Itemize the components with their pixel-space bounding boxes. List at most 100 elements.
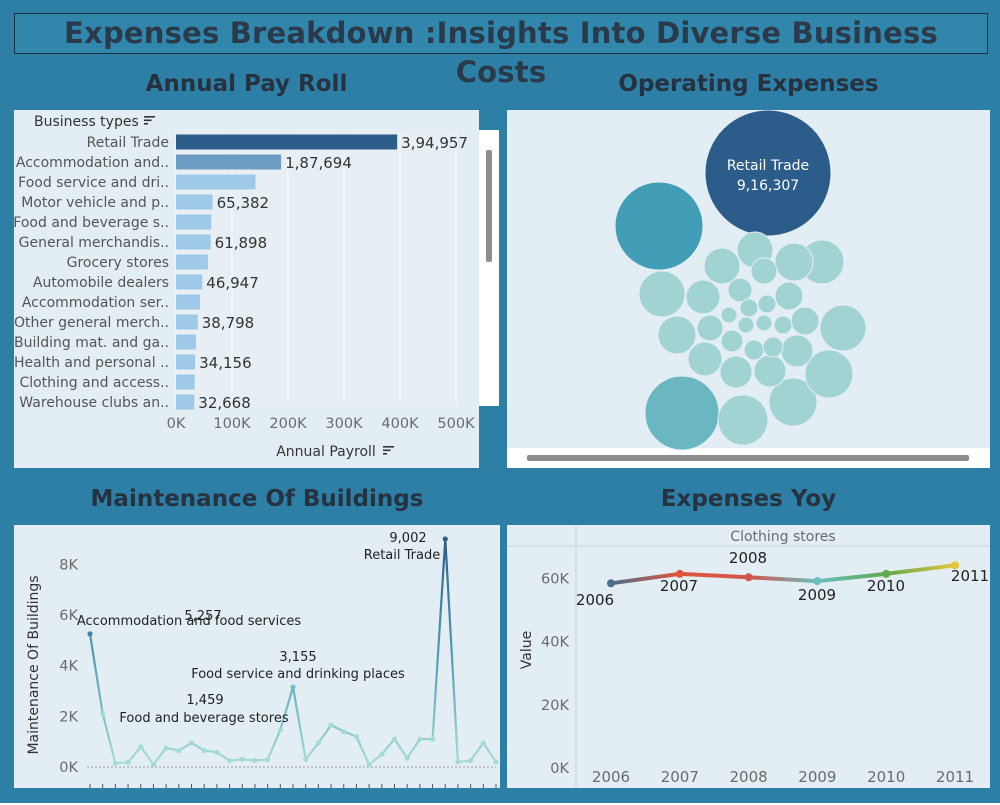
yoy-panel: Clothing stores 0K 20K 40K 60K Value 2006 2006 2… bbox=[507, 525, 990, 788]
maint-point bbox=[328, 722, 334, 728]
sort-icon-line bbox=[144, 116, 155, 118]
payroll-category-label: General merchandis.. bbox=[19, 235, 169, 251]
expense-bubble bbox=[727, 277, 753, 303]
expense-bubble bbox=[780, 334, 814, 368]
payroll-x-axis-label: Annual Payroll bbox=[276, 444, 376, 460]
maint-point bbox=[87, 631, 93, 637]
payroll-category-label: Automobile dealers bbox=[33, 275, 169, 291]
maint-annotation-value: 1,459 bbox=[186, 693, 223, 708]
payroll-value-label: 38,798 bbox=[202, 314, 255, 332]
operating-panel: Retail Trade 9,16,307 bbox=[507, 110, 990, 468]
yoy-panel-header: Clothing stores bbox=[730, 529, 835, 545]
operating-chart: Retail Trade 9,16,307 bbox=[507, 110, 990, 468]
maint-point bbox=[176, 747, 182, 754]
payroll-bar bbox=[176, 314, 198, 330]
expense-bubble bbox=[614, 181, 704, 271]
payroll-scrollbar[interactable] bbox=[479, 130, 499, 406]
maint-point bbox=[417, 736, 423, 742]
maint-point bbox=[493, 759, 499, 765]
payroll-chart: 0K 100K 200K 300K 400K 500K Business types Annu… bbox=[14, 114, 475, 460]
maint-point bbox=[429, 736, 436, 742]
expense-bubble bbox=[762, 336, 784, 358]
yoy-y-tick-label: 0K bbox=[550, 761, 569, 777]
yoy-point bbox=[744, 573, 753, 582]
expense-bubble bbox=[757, 294, 777, 314]
maint-point bbox=[404, 755, 410, 761]
maint-point bbox=[455, 759, 461, 765]
payroll-bar bbox=[176, 134, 398, 150]
payroll-category-label: Accommodation ser.. bbox=[22, 295, 169, 311]
maintenance-chart: 0K 2K 4K 6K 8K Maintenance Of Buildings 5,257A… bbox=[26, 531, 499, 788]
expense-bubble bbox=[739, 298, 759, 318]
maint-point bbox=[468, 758, 474, 764]
bubble-value-label: 9,16,307 bbox=[737, 178, 799, 194]
expense-bubble bbox=[719, 355, 753, 389]
payroll-value-label: 32,668 bbox=[198, 394, 251, 412]
maint-annotation-label: Food and beverage stores bbox=[119, 711, 288, 726]
expense-bubble bbox=[696, 314, 724, 342]
yoy-point-label: 2010 bbox=[867, 577, 905, 595]
yoy-line-segment bbox=[609, 571, 682, 586]
payroll-category-label: Other general merch.. bbox=[14, 315, 169, 331]
payroll-category-label: Grocery stores bbox=[67, 255, 169, 271]
payroll-bar bbox=[176, 234, 211, 250]
maint-y-tick-label: 8K bbox=[59, 557, 78, 573]
maint-point bbox=[290, 684, 296, 690]
maint-point bbox=[277, 727, 283, 733]
maint-point bbox=[214, 749, 220, 755]
yoy-point bbox=[607, 579, 615, 588]
payroll-x-tick-label: 0K bbox=[167, 416, 186, 432]
payroll-value-label: 65,382 bbox=[217, 194, 270, 212]
yoy-x-tick-label: 2008 bbox=[730, 768, 768, 786]
sort-icon bbox=[383, 446, 394, 455]
yoy-point-label: 2009 bbox=[798, 586, 836, 604]
maint-point bbox=[226, 758, 233, 764]
retail-trade-bubble bbox=[704, 110, 832, 237]
yoy-x-tick-label: 2006 bbox=[592, 768, 630, 786]
sort-icon-line bbox=[144, 123, 148, 125]
maint-point bbox=[112, 760, 118, 766]
sort-icon-line bbox=[383, 449, 391, 452]
maint-annotation-label: Retail Trade bbox=[364, 548, 440, 563]
expense-bubble bbox=[819, 304, 867, 352]
payroll-scroll-thumb[interactable] bbox=[486, 150, 492, 262]
yoy-point-label: 2011 bbox=[951, 567, 989, 585]
maint-point bbox=[303, 756, 309, 763]
expense-bubble bbox=[773, 315, 793, 335]
payroll-x-tick-label: 300K bbox=[325, 416, 363, 432]
yoy-point bbox=[675, 569, 684, 578]
maint-point bbox=[100, 711, 106, 717]
payroll-row-header: Business types bbox=[34, 114, 139, 130]
sort-icon bbox=[144, 116, 155, 125]
expense-bubble bbox=[774, 242, 814, 282]
payroll-bar bbox=[176, 394, 195, 410]
yoy-point bbox=[813, 577, 822, 586]
expense-bubble bbox=[753, 354, 787, 388]
maint-annotation-value: 3,155 bbox=[279, 650, 316, 665]
maint-y-tick-label: 4K bbox=[59, 659, 78, 675]
payroll-value-label: 1,87,694 bbox=[285, 154, 352, 172]
payroll-panel: 0K 100K 200K 300K 400K 500K Business types Annu… bbox=[14, 110, 499, 468]
payroll-x-tick-label: 400K bbox=[381, 416, 419, 432]
maint-annotation-label: Accommodation and food services bbox=[77, 614, 301, 629]
sort-icon-line bbox=[383, 446, 394, 448]
payroll-category-label: Health and personal .. bbox=[14, 355, 169, 371]
payroll-bar bbox=[176, 274, 203, 290]
payroll-category-label: Accommodation and.. bbox=[16, 155, 169, 171]
yoy-point-label: 2006 bbox=[576, 591, 614, 609]
maint-y-tick-label: 6K bbox=[59, 608, 78, 624]
maint-annotation-label: Food service and drinking places bbox=[191, 667, 405, 682]
yoy-line-segment bbox=[746, 575, 820, 584]
yoy-line-segment bbox=[677, 571, 751, 580]
expense-bubble bbox=[737, 316, 755, 334]
maint-point bbox=[239, 756, 245, 763]
yoy-x-tick-label: 2010 bbox=[867, 768, 905, 786]
maint-y-axis-label: Maintenance Of Buildings bbox=[26, 575, 42, 754]
expense-bubble bbox=[720, 329, 744, 353]
yoy-y-tick-label: 60K bbox=[541, 572, 569, 588]
maint-point bbox=[163, 745, 169, 751]
sort-icon-line bbox=[383, 453, 387, 455]
maint-point bbox=[138, 744, 144, 750]
operating-scroll-thumb[interactable] bbox=[527, 455, 969, 461]
